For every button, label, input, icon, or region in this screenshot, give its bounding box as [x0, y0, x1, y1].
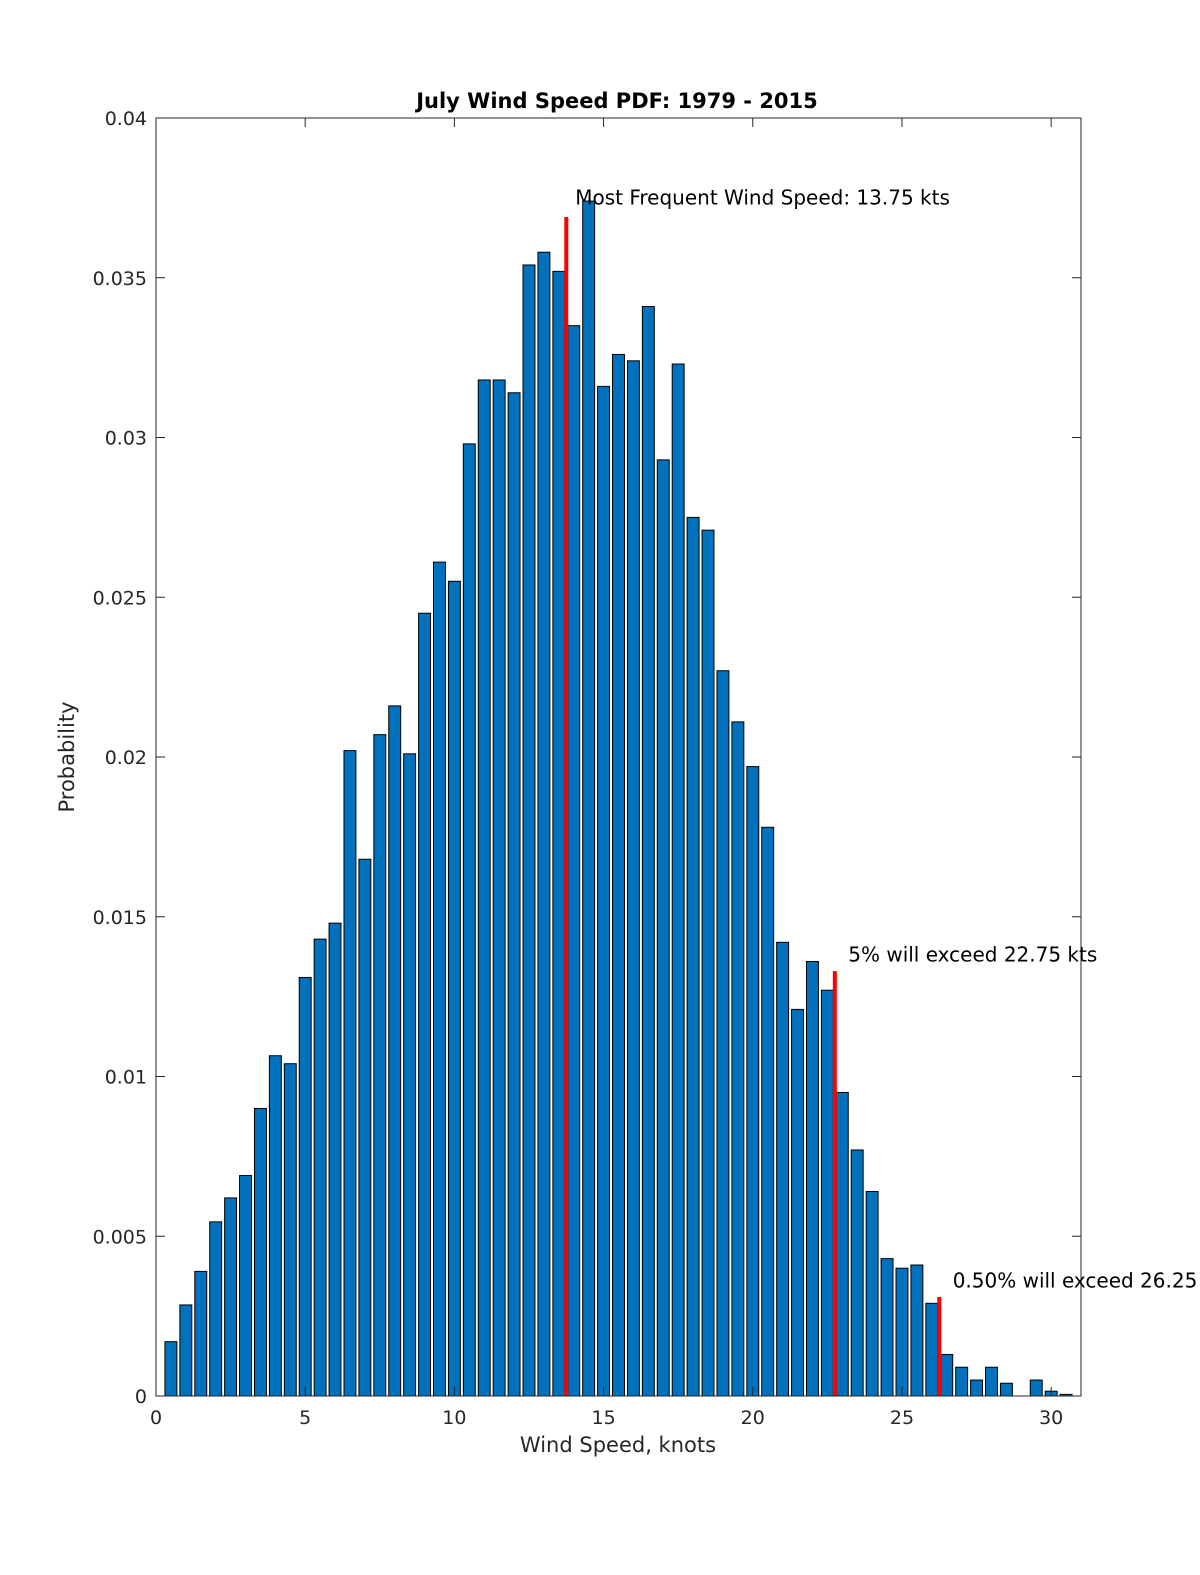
bar — [418, 612, 432, 1397]
bar — [671, 363, 685, 1397]
marker-annotations: Most Frequent Wind Speed: 13.75 kts 5% wi… — [575, 185, 1200, 1292]
bar — [716, 670, 730, 1397]
x-tick-label: 20 — [741, 1407, 765, 1429]
bar — [999, 1382, 1013, 1397]
bar — [343, 750, 357, 1397]
bar — [805, 960, 819, 1397]
bar — [194, 1270, 208, 1397]
bar — [791, 1008, 804, 1397]
bar — [880, 1258, 894, 1397]
bar — [403, 753, 417, 1397]
bar — [224, 1197, 238, 1397]
bar — [865, 1191, 879, 1397]
x-axis-label: Wind Speed, knots — [520, 1433, 716, 1457]
bar-series — [164, 200, 1073, 1397]
x-tick-label: 15 — [591, 1407, 615, 1429]
bar — [820, 989, 834, 1397]
bar — [462, 443, 476, 1397]
chart-title: July Wind Speed PDF: 1979 - 2015 — [414, 89, 818, 113]
y-tick-label: 0.015 — [93, 907, 147, 929]
bar — [940, 1353, 954, 1397]
bar — [507, 392, 521, 1397]
marker-annotation: 5% will exceed 22.75 kts — [848, 942, 1097, 966]
y-tick-label: 0 — [135, 1386, 147, 1408]
y-tick-label: 0.025 — [93, 587, 147, 609]
bar — [626, 360, 640, 1397]
bar — [268, 1055, 282, 1397]
bar — [761, 826, 775, 1397]
bar — [388, 705, 402, 1397]
bar — [582, 200, 596, 1397]
bar — [373, 734, 387, 1397]
x-tick-label: 0 — [150, 1407, 162, 1429]
bar — [895, 1267, 909, 1397]
y-tick-label: 0.03 — [105, 428, 147, 450]
bar — [850, 1149, 864, 1397]
bar — [552, 270, 566, 1397]
marker-annotation: 0.50% will exceed 26.25 kts — [953, 1268, 1200, 1292]
bar — [537, 251, 551, 1397]
bar — [253, 1107, 267, 1397]
bar — [358, 858, 372, 1397]
y-tick-label: 0.005 — [93, 1226, 147, 1248]
y-tick-label: 0.01 — [105, 1067, 147, 1089]
x-tick-label: 30 — [1039, 1407, 1063, 1429]
bar — [746, 766, 760, 1397]
bar — [433, 561, 446, 1397]
bar — [731, 721, 745, 1397]
bar — [925, 1302, 939, 1397]
bar — [701, 529, 715, 1397]
marker-annotation: Most Frequent Wind Speed: 13.75 kts — [575, 185, 950, 209]
x-tick-label: 5 — [299, 1407, 311, 1429]
bar — [1029, 1379, 1043, 1397]
bar — [686, 516, 700, 1397]
bar — [209, 1221, 223, 1397]
bar — [970, 1379, 984, 1397]
y-axis-ticks: 0 0.005 0.01 0.015 0.02 0.025 0.03 0.035 0.04 — [93, 108, 1081, 1408]
bar — [477, 379, 491, 1397]
x-tick-label: 10 — [442, 1407, 466, 1429]
bar — [239, 1175, 252, 1397]
bar — [313, 938, 327, 1397]
bar — [597, 385, 611, 1397]
bar — [641, 306, 655, 1397]
y-axis-label: Probability — [55, 701, 79, 812]
y-tick-label: 0.035 — [93, 268, 147, 290]
y-tick-label: 0.04 — [105, 108, 147, 130]
x-tick-label: 25 — [890, 1407, 914, 1429]
bar — [656, 459, 670, 1397]
bar — [492, 379, 506, 1397]
x-axis-ticks: 0 5 10 15 20 25 30 — [150, 118, 1063, 1429]
bar — [985, 1366, 998, 1397]
y-tick-label: 0.02 — [105, 747, 147, 769]
bar — [522, 264, 536, 1397]
bar — [164, 1341, 178, 1397]
bar — [447, 580, 461, 1397]
bar — [910, 1264, 924, 1397]
bar — [328, 922, 342, 1397]
bar — [835, 1091, 849, 1397]
marker-lines — [564, 217, 942, 1396]
bar — [955, 1366, 969, 1397]
bar — [179, 1304, 193, 1397]
bar — [612, 353, 625, 1397]
bar — [298, 976, 312, 1397]
bar — [283, 1063, 297, 1397]
bar — [567, 325, 581, 1397]
bar — [776, 941, 790, 1397]
